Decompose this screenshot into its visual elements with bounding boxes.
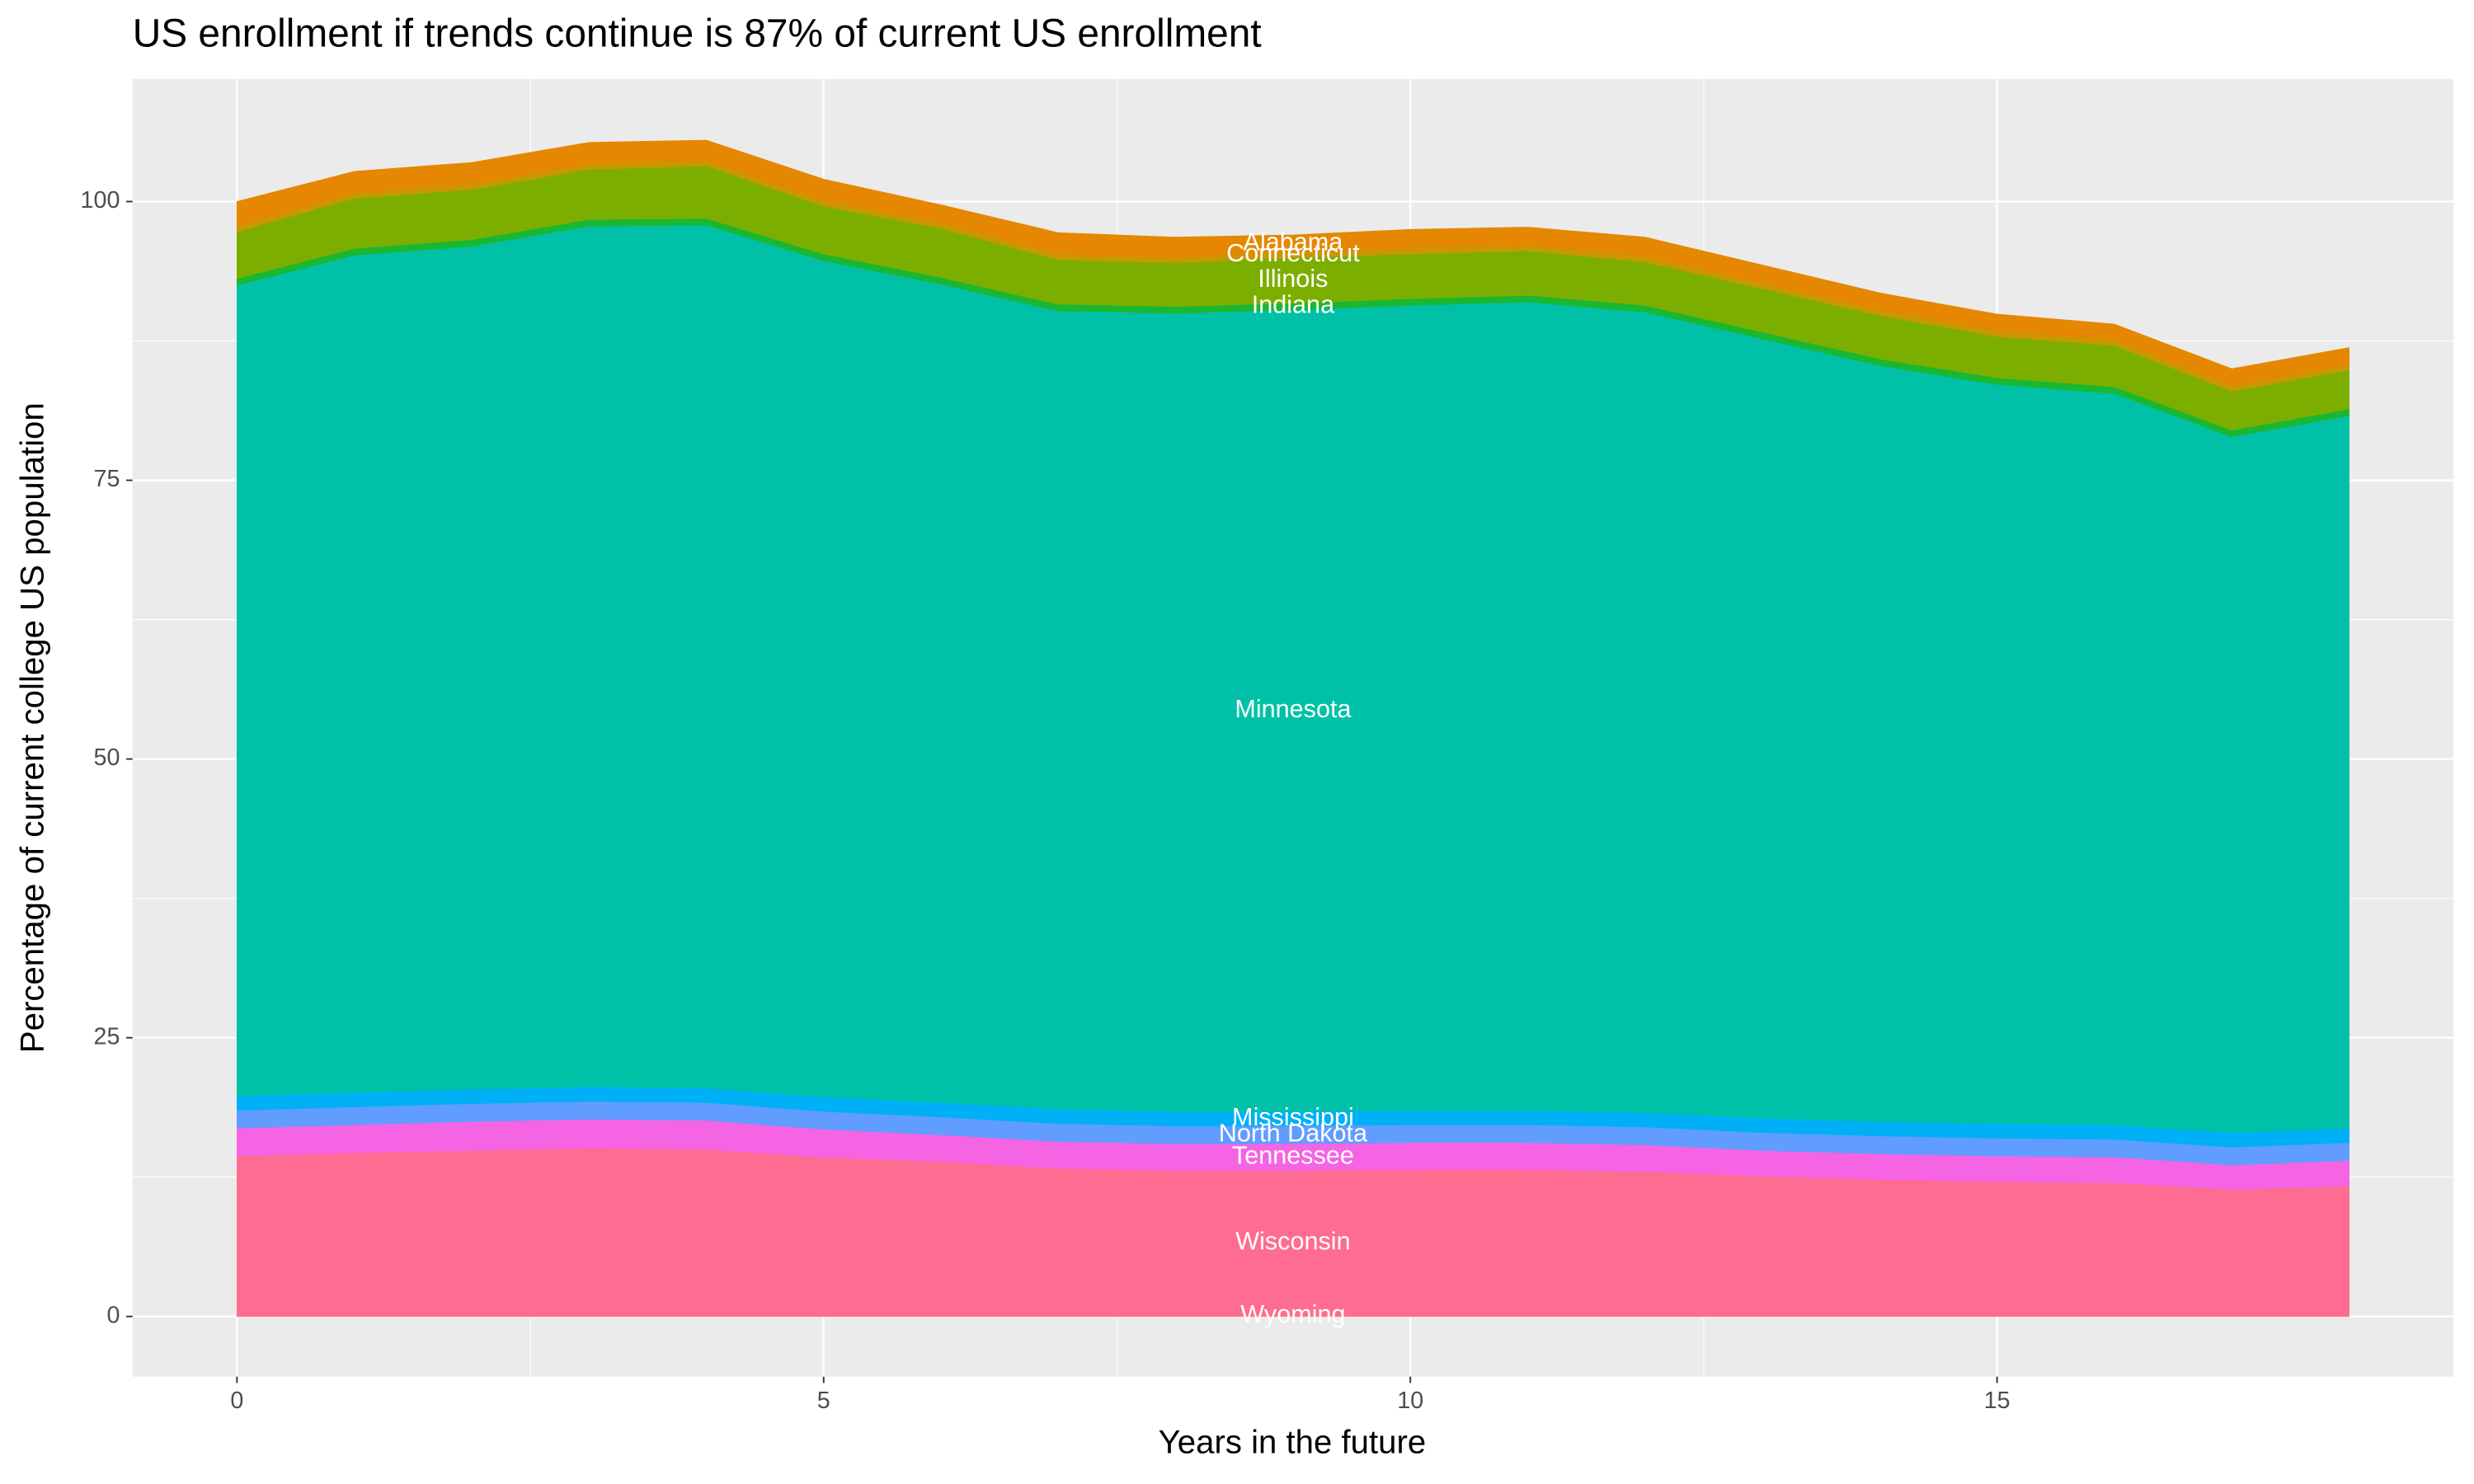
area bbox=[236, 139, 2349, 387]
x-axis-title: Years in the future bbox=[1159, 1424, 1427, 1461]
series-label: Tennessee bbox=[1232, 1141, 1354, 1169]
series-label: Wisconsin bbox=[1235, 1228, 1350, 1256]
x-tick-label: 15 bbox=[1984, 1388, 2011, 1414]
y-tick-label: 50 bbox=[93, 744, 120, 771]
series-label: Mississippi bbox=[1232, 1103, 1354, 1131]
series-label: North Dakota bbox=[1219, 1119, 1368, 1147]
x-tick-label: 10 bbox=[1397, 1388, 1423, 1414]
areas bbox=[236, 139, 2349, 1317]
y-tick-label: 100 bbox=[81, 187, 120, 214]
series-label: Wyoming bbox=[1240, 1300, 1345, 1328]
series-label: Minnesota bbox=[1235, 695, 1352, 723]
chart-title: US enrollment if trends continue is 87% … bbox=[133, 12, 1262, 56]
series-label: Alabama bbox=[1244, 228, 1344, 256]
series-label: Illinois bbox=[1258, 265, 1328, 293]
x-tick-label: 0 bbox=[230, 1388, 243, 1414]
series-label: Connecticut bbox=[1226, 239, 1360, 267]
axes: 0 5 10 15 0 25 50 75 100 bbox=[81, 187, 2011, 1414]
y-tick-label: 25 bbox=[93, 1023, 120, 1050]
y-axis-title: Percentage of current college US populat… bbox=[14, 402, 51, 1053]
y-tick-label: 75 bbox=[93, 466, 120, 492]
y-tick-label: 0 bbox=[106, 1302, 120, 1328]
x-tick-label: 5 bbox=[817, 1388, 830, 1414]
series-label: Indiana bbox=[1252, 291, 1335, 319]
